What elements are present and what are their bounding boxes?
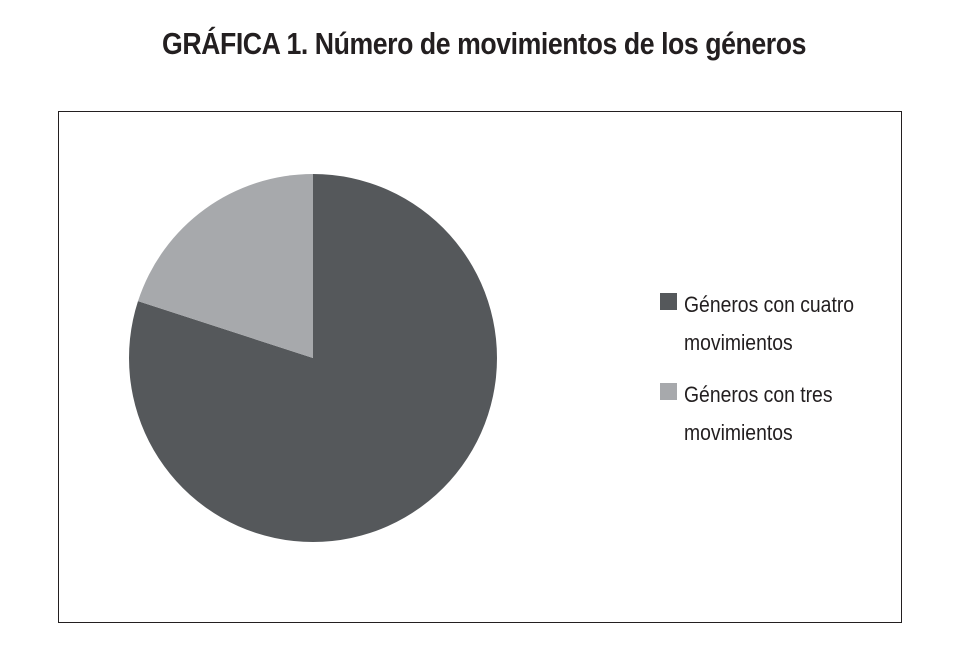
- pie-slice-three-movements: [138, 174, 313, 358]
- chart-frame: [58, 111, 902, 623]
- legend-item-three-movements: Géneros con tres movimientos: [660, 376, 900, 452]
- legend-item-four-movements: Géneros con cuatro movimientos: [660, 286, 900, 362]
- chart-title: GRÁFICA 1. Número de movimientos de los …: [162, 26, 806, 61]
- legend-swatch-four-movements: [660, 293, 677, 310]
- legend-label-four-movements: Géneros con cuatro movimientos: [684, 292, 855, 355]
- legend-swatch-three-movements: [660, 383, 677, 400]
- chart-legend: Géneros con cuatro movimientos Géneros c…: [660, 286, 900, 466]
- pie-slices: [128, 174, 497, 542]
- legend-label-three-movements: Géneros con tres movimientos: [684, 382, 833, 445]
